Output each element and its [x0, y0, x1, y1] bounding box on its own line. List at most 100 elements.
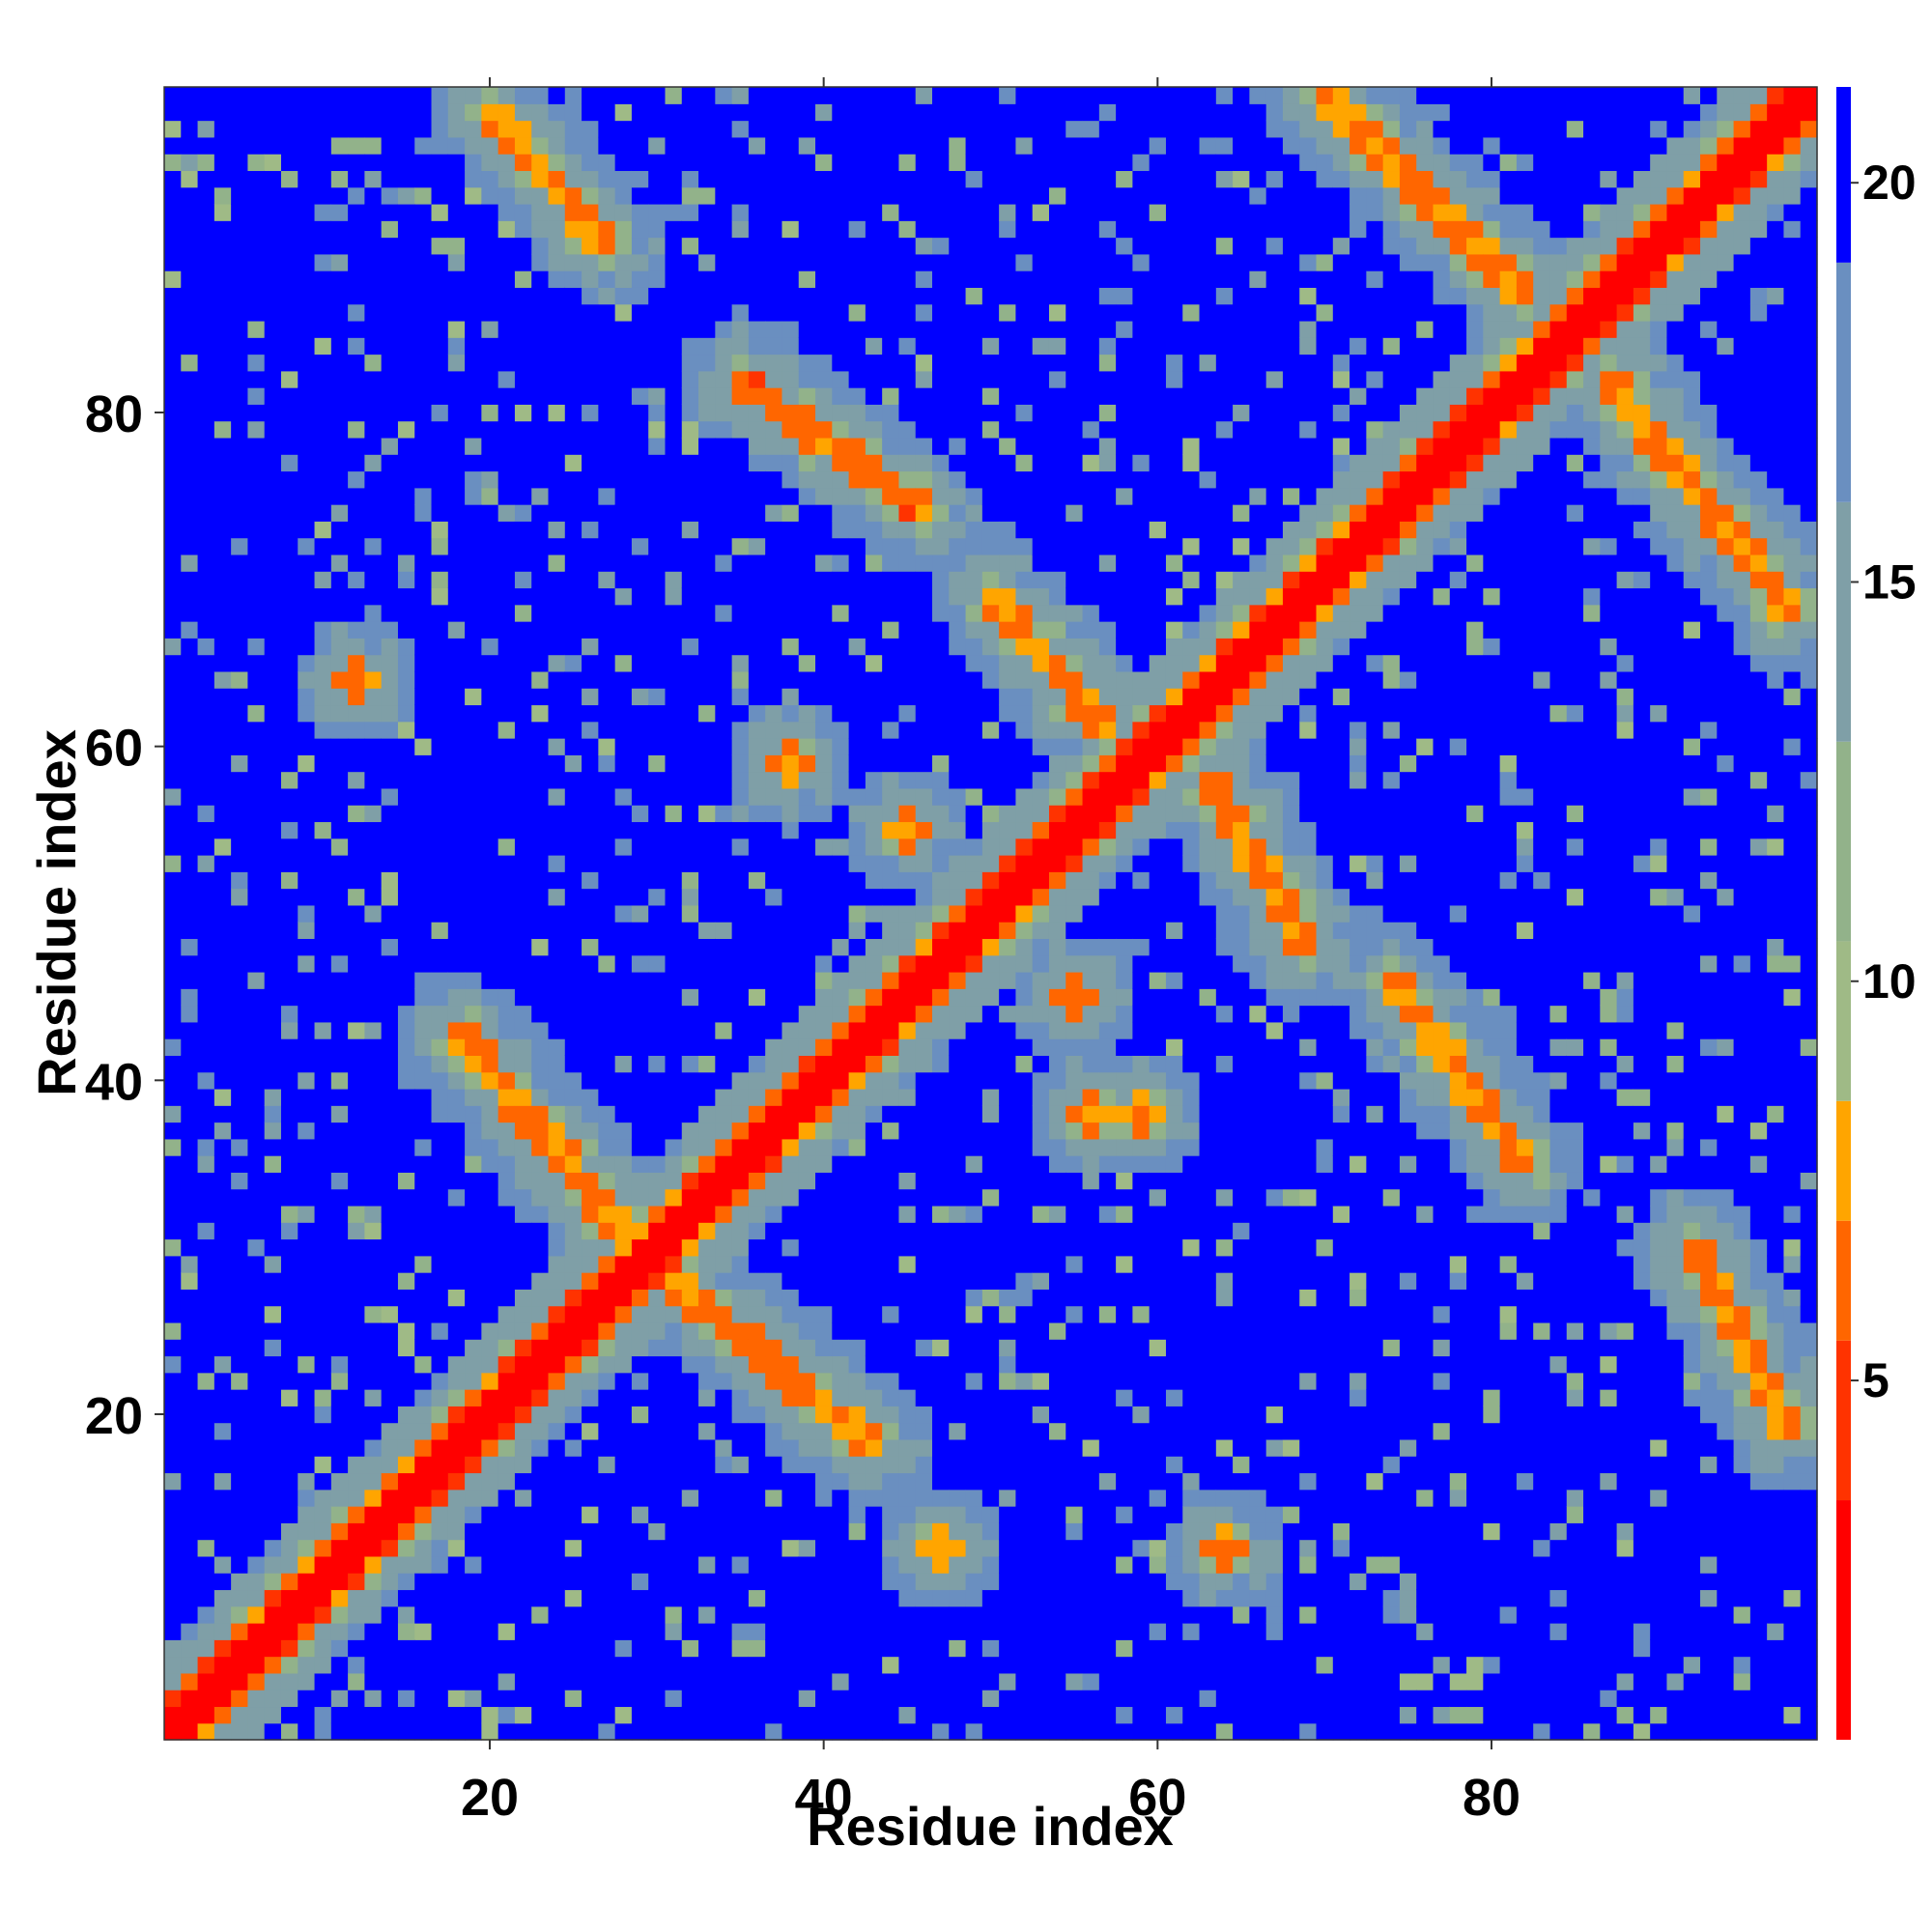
heatmap-cell: [614, 370, 633, 388]
heatmap-cell: [999, 1071, 1017, 1090]
heatmap-cell: [381, 287, 399, 305]
heatmap-cell: [531, 604, 550, 622]
heatmap-cell: [932, 1005, 950, 1023]
heatmap-cell: [164, 1105, 182, 1123]
heatmap-cell: [715, 437, 733, 455]
heatmap-cell: [431, 537, 449, 555]
heatmap-cell: [865, 688, 883, 706]
heatmap-cell: [981, 888, 1000, 906]
heatmap-cell: [598, 704, 616, 723]
heatmap-cell: [765, 487, 783, 505]
heatmap-cell: [748, 1539, 766, 1557]
heatmap-cell: [582, 1472, 599, 1491]
heatmap-cell: [164, 1155, 182, 1173]
heatmap-cell: [832, 1255, 850, 1273]
heatmap-cell: [832, 838, 850, 856]
heatmap-cell: [715, 988, 733, 1007]
heatmap-cell: [514, 1389, 532, 1406]
heatmap-cell: [397, 954, 415, 973]
heatmap-cell: [949, 537, 967, 555]
heatmap-cell: [481, 170, 499, 188]
heatmap-cell: [548, 721, 566, 739]
heatmap-cell: [731, 287, 750, 305]
heatmap-cell: [197, 571, 215, 589]
heatmap-cell: [164, 87, 182, 104]
heatmap-cell: [848, 554, 867, 572]
heatmap-cell: [548, 1539, 566, 1557]
heatmap-cell: [397, 253, 415, 271]
heatmap-cell: [431, 337, 449, 355]
heatmap-cell: [314, 237, 332, 255]
heatmap-cell: [631, 1305, 649, 1323]
heatmap-cell: [648, 170, 667, 188]
heatmap-cell: [531, 1321, 550, 1340]
heatmap-cell: [314, 1623, 332, 1640]
heatmap-cell: [531, 1672, 550, 1690]
heatmap-cell: [665, 303, 683, 322]
heatmap-cell: [314, 154, 332, 172]
heatmap-cell: [348, 303, 365, 322]
heatmap-cell: [465, 420, 482, 439]
heatmap-cell: [865, 1088, 883, 1106]
heatmap-cell: [582, 1055, 599, 1073]
heatmap-cell: [330, 554, 349, 572]
heatmap-cell: [397, 1222, 415, 1240]
heatmap-cell: [965, 587, 983, 606]
heatmap-cell: [781, 1489, 800, 1507]
heatmap-cell: [815, 1272, 833, 1290]
heatmap-cell: [247, 787, 266, 806]
heatmap-cell: [748, 1289, 766, 1307]
heatmap-cell: [564, 571, 582, 589]
heatmap-cell: [631, 1406, 649, 1424]
heatmap-cell: [731, 787, 750, 806]
heatmap-cell: [548, 1238, 566, 1257]
heatmap-cell: [247, 1605, 266, 1624]
heatmap-cell: [665, 938, 683, 956]
heatmap-cell: [648, 1355, 667, 1374]
heatmap-cell: [348, 120, 365, 138]
heatmap-cell: [414, 971, 433, 989]
heatmap-cell: [815, 604, 833, 622]
heatmap-cell: [497, 922, 516, 940]
heatmap-cell: [364, 136, 383, 155]
heatmap-cell: [648, 387, 667, 405]
heatmap-cell: [748, 1722, 766, 1741]
heatmap-cell: [213, 521, 232, 539]
heatmap-cell: [949, 1422, 967, 1440]
heatmap-cell: [314, 1138, 332, 1156]
heatmap-cell: [548, 1639, 566, 1658]
heatmap-cell: [497, 1722, 516, 1741]
heatmap-cell: [898, 320, 917, 338]
heatmap-cell: [280, 404, 298, 422]
heatmap-cell: [915, 1456, 933, 1474]
heatmap-cell: [965, 638, 983, 656]
heatmap-cell: [564, 320, 582, 338]
heatmap-cell: [298, 1656, 316, 1674]
heatmap-cell: [915, 487, 933, 505]
heatmap-cell: [648, 1672, 667, 1690]
heatmap-cell: [765, 253, 783, 271]
heatmap-cell: [414, 1522, 433, 1541]
heatmap-cell: [715, 604, 733, 622]
heatmap-cell: [330, 1021, 349, 1039]
heatmap-cell: [781, 203, 800, 221]
heatmap-cell: [731, 571, 750, 589]
heatmap-cell: [264, 337, 282, 355]
heatmap-cell: [414, 1155, 433, 1173]
heatmap-cell: [181, 87, 199, 104]
heatmap-cell: [965, 287, 983, 305]
heatmap-cell: [231, 971, 249, 989]
heatmap-cell: [965, 1071, 983, 1090]
heatmap-cell: [531, 954, 550, 973]
heatmap-cell: [698, 1272, 716, 1290]
heatmap-cell: [431, 621, 449, 639]
heatmap-cell: [447, 1021, 466, 1039]
heatmap-cell: [915, 136, 933, 155]
heatmap-cell: [582, 738, 599, 755]
heatmap-cell: [397, 120, 415, 138]
heatmap-cell: [330, 1656, 349, 1674]
heatmap-cell: [915, 87, 933, 104]
heatmap-cell: [965, 253, 983, 271]
heatmap-cell: [197, 1339, 215, 1357]
